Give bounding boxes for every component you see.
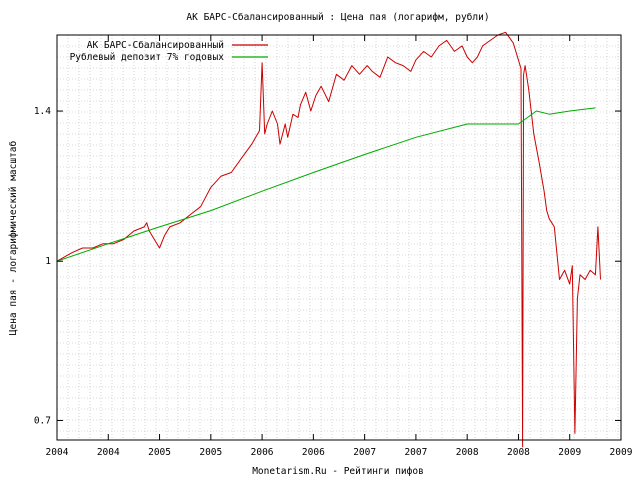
x-ticks: 2004 2004 2005 2005 2006 2006 2007 2007 2008 2008… <box>46 35 633 458</box>
x-tick-label: 2005 <box>148 447 171 458</box>
series-line-1 <box>56 107 596 262</box>
y-tick-label: 1.4 <box>34 106 51 117</box>
y-ticks: 0.7 1 1.4 <box>34 106 621 426</box>
x-tick-label: 2007 <box>353 447 376 458</box>
chart-title: АК БАРС-Сбалансированный : Цена пая (лог… <box>186 12 489 23</box>
grid <box>57 35 621 440</box>
x-tick-label: 2007 <box>404 447 427 458</box>
x-tick-label: 2004 <box>97 447 120 458</box>
legend-label: АК БАРС-Сбалансированный <box>87 40 224 51</box>
plot-lines <box>56 31 601 448</box>
x-tick-label: 2008 <box>507 447 530 458</box>
x-tick-label: 2009 <box>558 447 581 458</box>
x-tick-label: 2004 <box>46 447 69 458</box>
plot-frame <box>56 34 622 441</box>
x-tick-label: 2005 <box>199 447 222 458</box>
x-axis-label: Monetarism.Ru - Рейтинги пифов <box>252 466 424 477</box>
series-line-0 <box>56 31 601 448</box>
x-tick-label: 2006 <box>302 447 325 458</box>
y-tick-label: 0.7 <box>34 415 51 426</box>
y-tick-label: 1 <box>45 256 51 267</box>
x-tick-label: 2006 <box>251 447 274 458</box>
y-axis-label: Цена пая - логарифмический масштаб <box>8 140 19 335</box>
x-tick-label: 2009 <box>610 447 633 458</box>
x-tick-label: 2008 <box>456 447 479 458</box>
legend-label: Рублевый депозит 7% годовых <box>70 52 225 63</box>
